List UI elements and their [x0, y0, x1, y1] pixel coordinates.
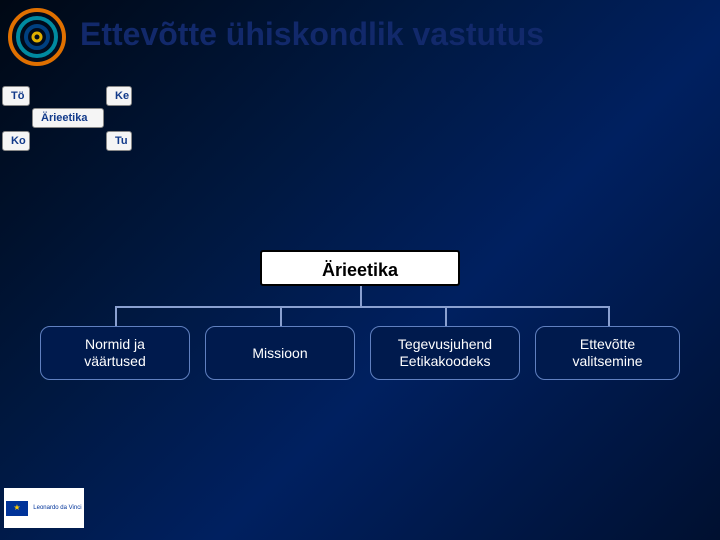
connector-drop-2 [445, 306, 447, 326]
eu-flag-icon [6, 501, 28, 516]
sidebar-item-4[interactable]: Tu [106, 131, 132, 151]
connector-drop-3 [608, 306, 610, 326]
footer-program-label: Leonardo da Vinci [33, 505, 81, 511]
page-title: Ettevõtte ühiskondlik vastutus [80, 16, 544, 53]
orgchart-child-0: Normid javäärtused [40, 326, 190, 380]
connector-drop-0 [115, 306, 117, 326]
connector-drop-1 [280, 306, 282, 326]
connector-rail [115, 306, 608, 308]
footer-funding-logo: Leonardo da Vinci [4, 488, 84, 528]
orgchart-child-2: TegevusjuhendEetikakoodeks [370, 326, 520, 380]
orgchart-root: Ärieetika [260, 250, 460, 286]
sidebar-item-1[interactable]: Ke [106, 86, 132, 106]
sidebar-item-2[interactable]: Ärieetika [32, 108, 104, 128]
connector-trunk [360, 286, 362, 306]
orgchart: Ärieetika Normid javäärtused Missioon Tegev… [40, 250, 680, 430]
sidebar-item-3[interactable]: Ko [2, 131, 30, 151]
orgchart-child-3: Ettevõttevalitsemine [535, 326, 680, 380]
brand-logo [8, 8, 66, 66]
orgchart-child-1: Missioon [205, 326, 355, 380]
sidebar-item-0[interactable]: Tö [2, 86, 30, 106]
